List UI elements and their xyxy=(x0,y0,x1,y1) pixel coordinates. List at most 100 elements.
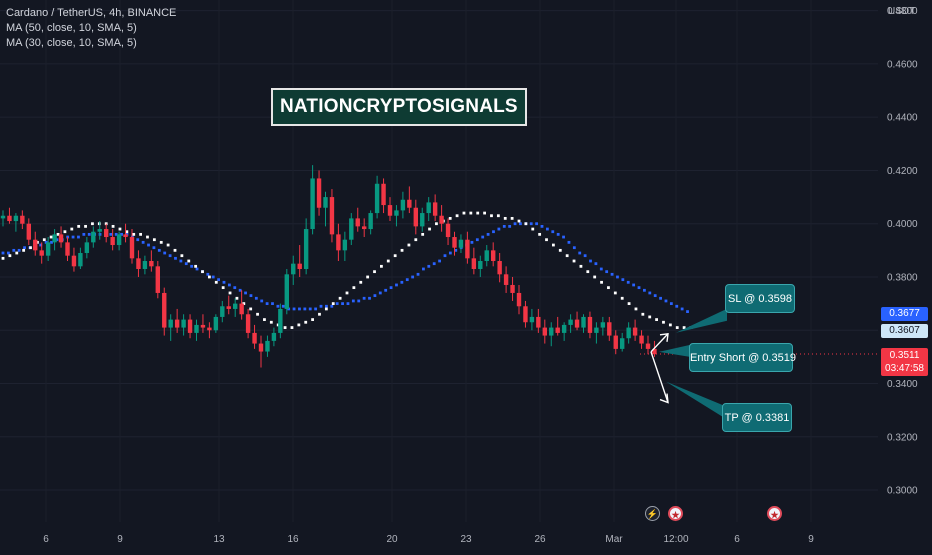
candle[interactable] xyxy=(362,218,367,238)
candle[interactable] xyxy=(394,205,399,227)
symbol-title[interactable]: Cardano / TetherUS, 4h, BINANCE xyxy=(6,7,177,19)
candle[interactable] xyxy=(39,242,44,264)
candle[interactable] xyxy=(645,335,651,355)
candle[interactable] xyxy=(323,191,328,227)
candle[interactable] xyxy=(516,284,522,315)
candle[interactable] xyxy=(252,324,257,349)
take-profit-callout[interactable]: TP @ 0.3381 xyxy=(722,403,792,432)
candle[interactable] xyxy=(239,290,244,320)
candle[interactable] xyxy=(271,327,277,347)
candle[interactable] xyxy=(7,207,12,224)
candle[interactable] xyxy=(523,300,528,328)
candle[interactable] xyxy=(342,231,348,261)
candle[interactable] xyxy=(65,237,70,261)
candle[interactable] xyxy=(91,226,96,248)
candle[interactable] xyxy=(291,255,296,285)
us-flag-icon[interactable]: ★ xyxy=(668,506,683,521)
candles[interactable] xyxy=(0,165,657,368)
candle[interactable] xyxy=(116,231,122,251)
candle[interactable] xyxy=(549,322,554,347)
candle[interactable] xyxy=(426,197,431,222)
candle[interactable] xyxy=(491,242,496,267)
candle[interactable] xyxy=(600,316,606,336)
candle[interactable] xyxy=(387,197,393,222)
candle[interactable] xyxy=(368,210,373,235)
candle[interactable] xyxy=(97,221,102,240)
candle[interactable] xyxy=(568,314,573,333)
candle[interactable] xyxy=(155,261,160,299)
candle[interactable] xyxy=(278,303,283,339)
candle[interactable] xyxy=(174,308,180,333)
candle[interactable] xyxy=(233,298,238,317)
candle[interactable] xyxy=(303,218,309,275)
candle[interactable] xyxy=(162,287,167,336)
candle[interactable] xyxy=(458,234,464,254)
candle[interactable] xyxy=(529,308,535,331)
candle[interactable] xyxy=(284,268,289,315)
stop-loss-callout[interactable]: SL @ 0.3598 xyxy=(725,284,795,313)
candle[interactable] xyxy=(484,245,489,267)
candle[interactable] xyxy=(297,245,302,277)
candle[interactable] xyxy=(607,316,612,341)
candle[interactable] xyxy=(445,218,451,246)
candle[interactable] xyxy=(110,229,115,251)
candle[interactable] xyxy=(181,314,186,336)
candle[interactable] xyxy=(349,213,354,246)
candle[interactable] xyxy=(52,229,57,251)
candle[interactable] xyxy=(258,335,264,368)
candle[interactable] xyxy=(374,175,380,219)
candle[interactable] xyxy=(452,231,457,256)
candle[interactable] xyxy=(20,210,25,230)
candle[interactable] xyxy=(194,319,199,341)
candle[interactable] xyxy=(574,311,580,331)
candle[interactable] xyxy=(316,170,322,216)
candle[interactable] xyxy=(26,218,31,246)
candle[interactable] xyxy=(71,247,77,272)
entry-callout[interactable]: Entry Short @ 0.3519 xyxy=(689,343,796,372)
candle[interactable] xyxy=(581,314,586,333)
candle[interactable] xyxy=(336,223,341,261)
candle[interactable] xyxy=(168,314,173,341)
price-axis[interactable]: 0.30000.32000.34000.36000.38000.40000.42… xyxy=(887,6,918,496)
candle[interactable] xyxy=(465,231,470,264)
candle[interactable] xyxy=(78,247,83,269)
candle[interactable] xyxy=(136,250,141,277)
candle[interactable] xyxy=(381,178,386,214)
candle[interactable] xyxy=(0,210,6,227)
candle[interactable] xyxy=(13,213,19,232)
candle[interactable] xyxy=(123,223,128,243)
candle[interactable] xyxy=(561,322,567,341)
candle[interactable] xyxy=(632,319,638,341)
candle[interactable] xyxy=(33,231,38,256)
lightning-icon[interactable]: ⚡ xyxy=(645,506,660,521)
candle[interactable] xyxy=(226,295,231,315)
candle[interactable] xyxy=(510,276,515,301)
candle[interactable] xyxy=(129,229,135,264)
candle[interactable] xyxy=(213,314,219,333)
candle[interactable] xyxy=(587,311,593,339)
candle[interactable] xyxy=(220,300,225,323)
candle[interactable] xyxy=(142,255,148,275)
candle[interactable] xyxy=(413,199,418,235)
candle[interactable] xyxy=(58,226,64,248)
candle[interactable] xyxy=(594,322,599,344)
candle[interactable] xyxy=(245,308,251,339)
candle[interactable] xyxy=(310,165,315,235)
candle[interactable] xyxy=(420,207,425,232)
candle[interactable] xyxy=(187,314,193,339)
candle[interactable] xyxy=(200,314,206,333)
candle[interactable] xyxy=(355,207,360,232)
candle[interactable] xyxy=(84,237,90,259)
candle[interactable] xyxy=(478,255,483,277)
candle[interactable] xyxy=(149,250,154,272)
time-axis[interactable]: 6 9 13 16 20 23 26 Mar 12:00 6 9 xyxy=(43,534,814,545)
candle[interactable] xyxy=(329,189,335,243)
candle[interactable] xyxy=(265,335,270,357)
candle[interactable] xyxy=(407,186,412,214)
candle[interactable] xyxy=(639,330,644,349)
candle[interactable] xyxy=(207,322,212,339)
candle[interactable] xyxy=(613,330,618,355)
candle[interactable] xyxy=(432,194,438,222)
